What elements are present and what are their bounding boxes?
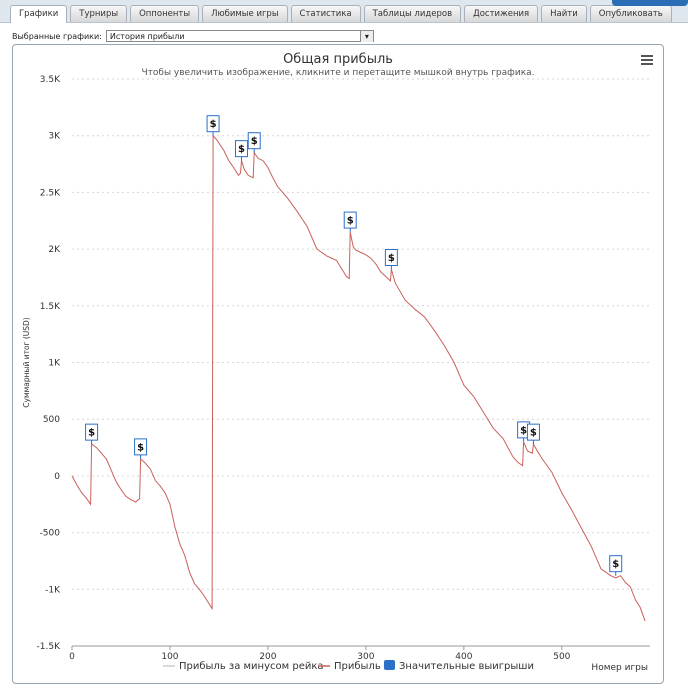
flag-dollar-label: $ — [530, 428, 537, 439]
x-axis-title: Номер игры — [591, 663, 648, 673]
big-win-flag[interactable] — [206, 115, 220, 133]
flag-dollar-label: $ — [347, 216, 354, 227]
legend-net-profit-label: Прибыль за минусом рейка — [179, 661, 324, 672]
legend-big-wins-swatch — [384, 660, 395, 670]
big-win-flag[interactable] — [384, 249, 398, 267]
y-tick-label: 3K — [48, 132, 61, 142]
y-tick-label: 1K — [48, 359, 61, 369]
x-tick-label: 200 — [259, 652, 276, 662]
chart-chooser: Выбранные графики: История прибыли ▾ — [12, 30, 374, 42]
tab-1[interactable]: Турниры — [70, 5, 128, 22]
flag-dollar-label: $ — [238, 144, 245, 155]
chart-title: Общая прибыль — [283, 52, 393, 67]
flag-dollar-label: $ — [137, 442, 144, 453]
x-tick-label: 0 — [69, 652, 75, 662]
tab-4[interactable]: Статистика — [290, 5, 361, 22]
big-win-flag[interactable] — [343, 211, 357, 229]
top-bar: Графики Турниры Оппоненты Любимые игры Стати… — [0, 0, 688, 23]
tab-strip: Графики Турниры Оппоненты Любимые игры Стати… — [10, 5, 675, 23]
tab-5[interactable]: Таблицы лидеров — [363, 5, 462, 22]
y-tick-label: 2.5K — [40, 188, 61, 198]
menu-icon[interactable] — [641, 59, 653, 61]
x-tick-label: 100 — [161, 652, 178, 662]
chevron-down-icon[interactable]: ▾ — [359, 31, 373, 42]
flag-dollar-label: $ — [88, 428, 95, 439]
flag-dollar-label: $ — [520, 425, 527, 436]
y-tick-label: 3.5K — [40, 75, 61, 85]
big-win-flag[interactable] — [609, 555, 623, 573]
tab-2[interactable]: Оппоненты — [130, 5, 200, 22]
chart-select-value: История прибыли — [109, 32, 185, 41]
big-win-flag[interactable] — [247, 132, 261, 150]
y-tick-label: 0 — [54, 472, 60, 482]
legend-big-wins-label: Значительные выигрыши — [399, 661, 534, 672]
tab-7[interactable]: Найти — [541, 5, 587, 22]
x-tick-label: 300 — [357, 652, 374, 662]
menu-icon[interactable] — [641, 55, 653, 57]
x-tick-label: 400 — [455, 652, 472, 662]
flag-dollar-label: $ — [388, 253, 395, 264]
flag-dollar-label: $ — [251, 136, 258, 147]
menu-icon[interactable] — [641, 63, 653, 65]
big-win-flag[interactable] — [526, 423, 540, 441]
tab-3[interactable]: Любимые игры — [202, 5, 288, 22]
tab-0[interactable]: Графики — [10, 5, 68, 23]
y-axis-title: Суммарный итог (USD) — [22, 317, 31, 408]
chart-select[interactable]: История прибыли ▾ — [105, 30, 374, 42]
profit-series-line[interactable] — [71, 134, 646, 622]
y-tick-label: -1K — [45, 585, 61, 595]
corner-button[interactable] — [612, 0, 688, 6]
big-win-flag[interactable] — [234, 140, 248, 158]
y-tick-label: 1.5K — [40, 302, 61, 312]
big-win-flag[interactable] — [85, 423, 99, 441]
tab-6[interactable]: Достижения — [464, 5, 539, 22]
x-tick-label: 500 — [553, 652, 570, 662]
y-tick-label: 2K — [48, 245, 61, 255]
flag-dollar-label: $ — [612, 559, 619, 570]
y-tick-label: -500 — [40, 529, 61, 539]
chooser-label: Выбранные графики: — [12, 31, 102, 41]
chart-subtitle: Чтобы увеличить изображение, кликните и … — [141, 68, 534, 78]
big-win-flag[interactable] — [134, 438, 148, 456]
y-tick-label: -1.5K — [37, 642, 62, 652]
flag-dollar-label: $ — [210, 119, 217, 130]
chart-panel: Общая прибыль Чтобы увеличить изображение… — [12, 44, 664, 684]
tab-8[interactable]: Опубликовать — [589, 5, 672, 22]
y-tick-label: 500 — [43, 415, 60, 425]
legend-profit-label: Прибыль — [334, 661, 381, 672]
